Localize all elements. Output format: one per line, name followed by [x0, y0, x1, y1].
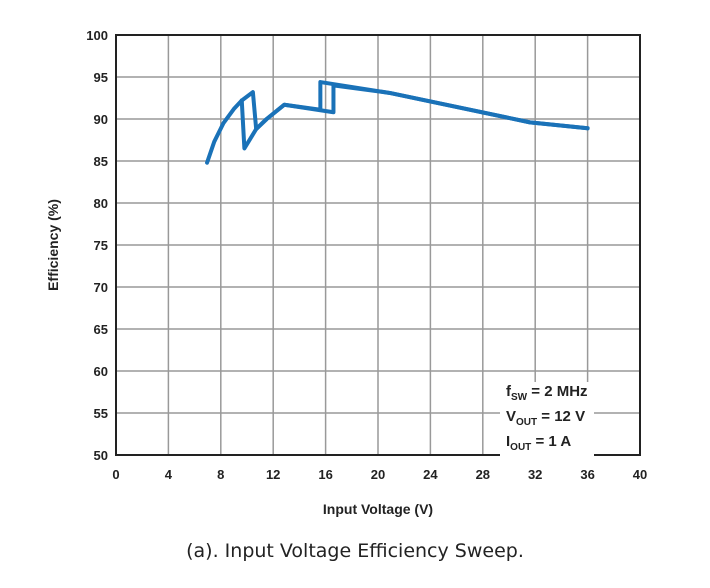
x-tick-label: 0 — [112, 467, 119, 482]
x-tick-label: 8 — [217, 467, 224, 482]
fsw-annotation: fSW = 2 MHz — [506, 383, 588, 403]
x-tick-label: 12 — [266, 467, 280, 482]
x-tick-label: 16 — [318, 467, 332, 482]
y-tick-label: 80 — [94, 196, 108, 211]
x-tick-label: 20 — [371, 467, 385, 482]
series-lines — [205, 80, 590, 165]
plot-frame — [115, 34, 641, 456]
efficiency-chart: 0 4 8 12 16 20 24 28 32 36 40 50 55 60 65 70 75 80 85 90 95 1… — [45, 28, 647, 517]
tick-labels: 0 4 8 12 16 20 24 28 32 36 40 50 55 60 65 70 75 80 85 90 95 1… — [86, 28, 647, 482]
x-tick-label: 24 — [423, 467, 438, 482]
x-axis-label: Input Voltage (V) — [323, 501, 433, 517]
x-tick-label: 40 — [633, 467, 647, 482]
y-tick-label: 90 — [94, 112, 108, 127]
x-tick-label: 4 — [165, 467, 173, 482]
vout-annotation: VOUT = 12 V — [506, 408, 586, 428]
y-tick-label: 60 — [94, 364, 108, 379]
x-tick-label: 28 — [476, 467, 490, 482]
y-tick-label: 75 — [94, 238, 108, 253]
y-tick-label: 55 — [94, 406, 108, 421]
x-tick-label: 36 — [580, 467, 594, 482]
y-axis-label: Efficiency (%) — [45, 199, 61, 291]
iout-annotation: IOUT = 1 A — [506, 433, 572, 453]
series-line-1 — [239, 83, 590, 151]
y-tick-label: 70 — [94, 280, 108, 295]
y-tick-label: 65 — [94, 322, 108, 337]
conditions-annotation: fSW = 2 MHz VOUT = 12 V IOUT = 1 A — [500, 382, 594, 457]
y-tick-label: 50 — [94, 448, 108, 463]
y-tick-label: 95 — [94, 70, 108, 85]
figure-caption: (a). Input Voltage Efficiency Sweep. — [186, 540, 524, 562]
y-tick-label: 100 — [86, 28, 108, 43]
y-tick-label: 85 — [94, 154, 108, 169]
x-tick-label: 32 — [528, 467, 542, 482]
